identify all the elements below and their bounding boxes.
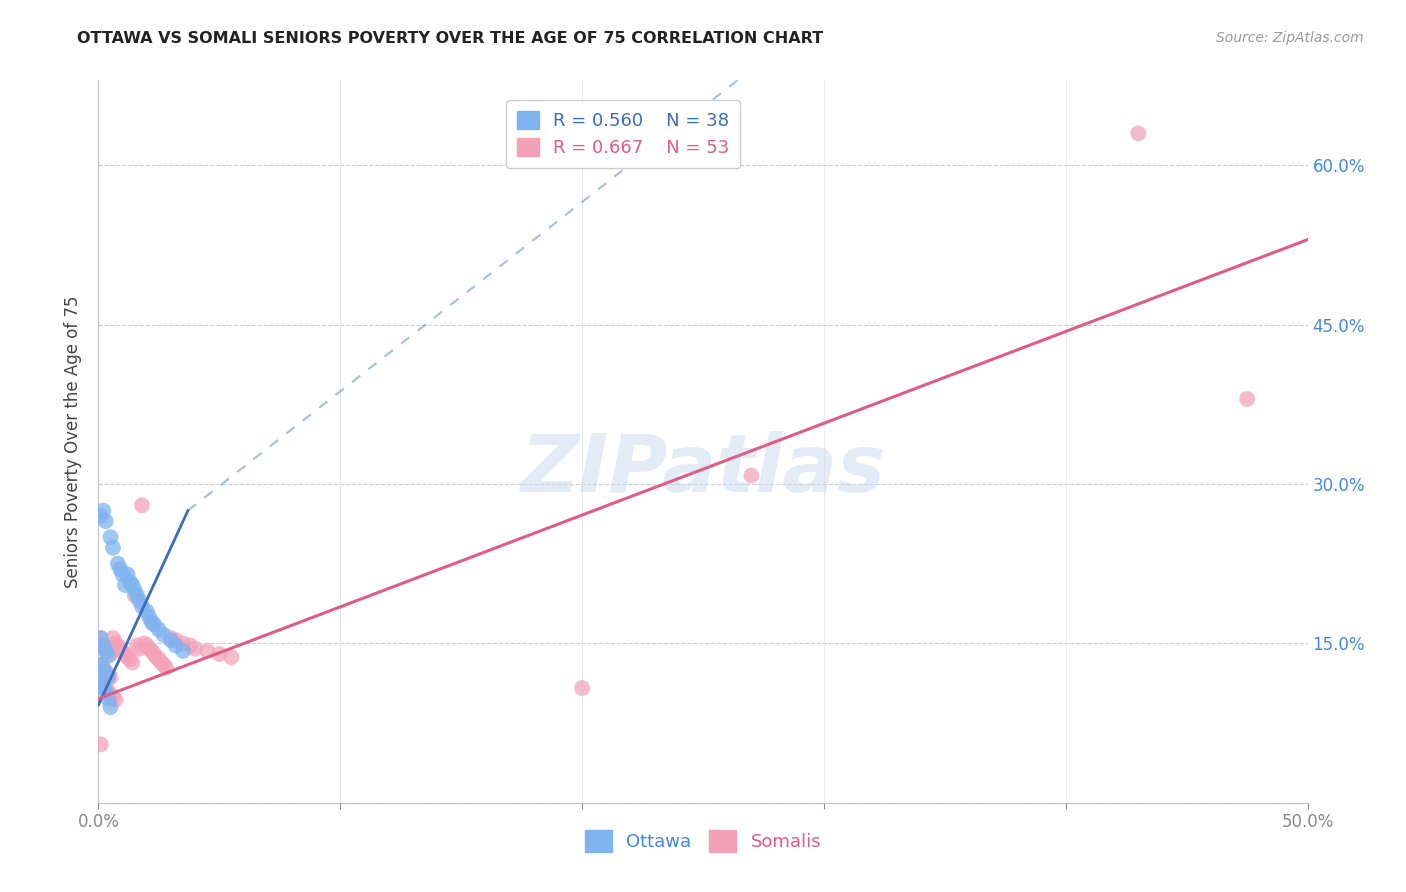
Point xyxy=(179,639,201,653)
Point xyxy=(90,677,112,691)
Point xyxy=(131,599,153,614)
Point xyxy=(94,514,117,528)
Point xyxy=(145,650,167,665)
Point xyxy=(94,664,117,678)
Point xyxy=(155,661,177,675)
Point xyxy=(128,594,150,608)
Point xyxy=(160,631,183,645)
Point xyxy=(100,690,122,704)
Point xyxy=(94,681,117,695)
Point xyxy=(117,567,139,582)
Point xyxy=(90,737,112,751)
Point xyxy=(90,673,112,688)
Point xyxy=(97,667,120,681)
Point xyxy=(111,645,134,659)
Point xyxy=(127,639,149,653)
Point xyxy=(100,530,122,544)
Point xyxy=(104,692,127,706)
Point xyxy=(90,631,112,645)
Point xyxy=(97,670,120,684)
Text: ZIPatlas: ZIPatlas xyxy=(520,432,886,509)
Point xyxy=(97,691,120,706)
Point xyxy=(1236,392,1258,406)
Point xyxy=(124,583,146,598)
Legend: Ottawa, Somalis: Ottawa, Somalis xyxy=(578,822,828,859)
Point xyxy=(740,468,762,483)
Point xyxy=(124,589,146,603)
Point xyxy=(127,589,149,603)
Point xyxy=(101,541,124,555)
Point xyxy=(101,631,124,645)
Point xyxy=(114,578,136,592)
Point xyxy=(221,650,243,665)
Point xyxy=(184,641,207,656)
Point xyxy=(135,605,157,619)
Point xyxy=(90,508,112,523)
Point xyxy=(100,670,122,684)
Point xyxy=(121,656,143,670)
Point xyxy=(111,567,134,582)
Point xyxy=(160,633,183,648)
Point xyxy=(165,639,187,653)
Point xyxy=(91,503,114,517)
Point xyxy=(91,681,114,695)
Point xyxy=(91,639,114,653)
Point xyxy=(128,641,150,656)
Point xyxy=(100,647,122,661)
Point xyxy=(97,684,120,698)
Point xyxy=(118,652,141,666)
Point xyxy=(114,647,136,661)
Point xyxy=(148,652,170,666)
Point xyxy=(94,644,117,658)
Point xyxy=(107,639,129,653)
Point xyxy=(134,636,156,650)
Point xyxy=(118,574,141,589)
Point xyxy=(90,631,112,645)
Point xyxy=(108,562,131,576)
Point xyxy=(90,657,112,672)
Text: Source: ZipAtlas.com: Source: ZipAtlas.com xyxy=(1216,31,1364,45)
Point xyxy=(97,644,120,658)
Y-axis label: Seniors Poverty Over the Age of 75: Seniors Poverty Over the Age of 75 xyxy=(65,295,83,588)
Point xyxy=(152,628,174,642)
Point xyxy=(100,700,122,714)
Point xyxy=(172,644,194,658)
Point xyxy=(101,690,124,704)
Point xyxy=(135,639,157,653)
Point xyxy=(91,663,114,677)
Point xyxy=(172,636,194,650)
Point xyxy=(141,615,163,630)
Point xyxy=(117,650,139,665)
Point xyxy=(143,647,166,661)
Point xyxy=(94,684,117,698)
Point xyxy=(97,649,120,664)
Point xyxy=(138,641,160,656)
Point xyxy=(195,644,218,658)
Point xyxy=(121,578,143,592)
Point xyxy=(108,641,131,656)
Point xyxy=(1128,127,1150,141)
Point xyxy=(208,647,231,661)
Point xyxy=(94,666,117,681)
Point xyxy=(91,677,114,691)
Point xyxy=(91,639,114,653)
Point xyxy=(94,641,117,656)
Point xyxy=(104,636,127,650)
Point xyxy=(150,656,173,670)
Point xyxy=(107,557,129,571)
Point xyxy=(141,644,163,658)
Point xyxy=(90,657,112,672)
Point xyxy=(148,623,170,637)
Point xyxy=(143,617,166,632)
Text: OTTAWA VS SOMALI SENIORS POVERTY OVER THE AGE OF 75 CORRELATION CHART: OTTAWA VS SOMALI SENIORS POVERTY OVER TH… xyxy=(77,31,824,46)
Point xyxy=(152,657,174,672)
Point xyxy=(91,661,114,675)
Point xyxy=(165,633,187,648)
Point xyxy=(571,681,593,695)
Point xyxy=(138,610,160,624)
Point xyxy=(131,498,153,512)
